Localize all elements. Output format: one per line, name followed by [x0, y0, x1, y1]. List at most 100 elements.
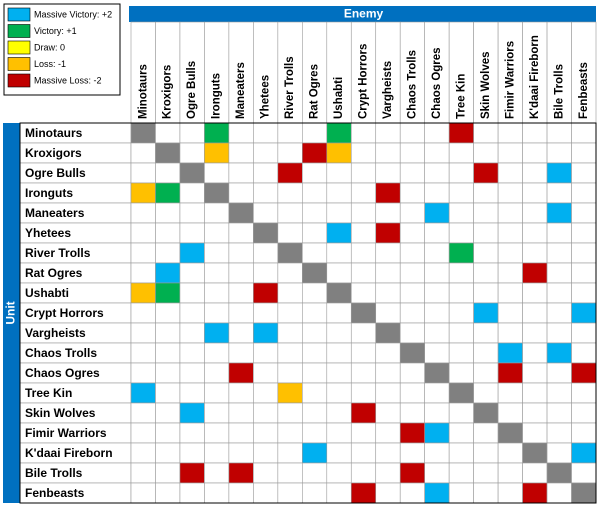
empty-cell: [204, 382, 230, 404]
column-label: Kroxigors: [162, 65, 174, 119]
column-label: Ushabti: [333, 77, 345, 119]
result-cell: [497, 362, 523, 384]
empty-cell: [228, 402, 254, 424]
column-label: Chaos Trolls: [406, 50, 418, 119]
result-cell: [571, 362, 597, 384]
empty-cell: [277, 442, 303, 464]
empty-cell: [399, 302, 425, 324]
empty-cell: [522, 362, 548, 384]
empty-cell: [571, 282, 597, 304]
column-label: Skin Wolves: [480, 51, 492, 119]
result-cell: [424, 202, 450, 224]
result-cell: [522, 262, 548, 284]
row-label: Crypt Horrors: [25, 306, 104, 320]
empty-cell: [155, 462, 181, 484]
empty-cell: [424, 302, 450, 324]
empty-cell: [571, 462, 597, 484]
empty-cell: [424, 182, 450, 204]
empty-cell: [155, 362, 181, 384]
result-cell: [326, 142, 352, 164]
empty-cell: [204, 422, 230, 444]
empty-cell: [155, 122, 181, 144]
empty-cell: [204, 362, 230, 384]
empty-cell: [424, 442, 450, 464]
empty-cell: [522, 182, 548, 204]
empty-cell: [497, 262, 523, 284]
result-cell: [424, 482, 450, 504]
empty-cell: [522, 142, 548, 164]
result-cell: [424, 422, 450, 444]
empty-cell: [448, 142, 474, 164]
empty-cell: [473, 382, 499, 404]
row-label: Yhetees: [25, 226, 71, 240]
empty-cell: [277, 122, 303, 144]
empty-cell: [522, 162, 548, 184]
result-cell: [448, 242, 474, 264]
empty-cell: [448, 202, 474, 224]
self-cell: [253, 222, 279, 244]
empty-cell: [130, 462, 156, 484]
result-cell: [228, 362, 254, 384]
empty-cell: [302, 182, 328, 204]
result-cell: [130, 382, 156, 404]
result-cell: [546, 342, 572, 364]
self-cell: [302, 262, 328, 284]
empty-cell: [571, 262, 597, 284]
result-cell: [571, 442, 597, 464]
empty-cell: [179, 422, 205, 444]
empty-cell: [302, 462, 328, 484]
empty-cell: [424, 142, 450, 164]
empty-cell: [399, 242, 425, 264]
empty-cell: [375, 242, 401, 264]
empty-cell: [424, 122, 450, 144]
empty-cell: [448, 222, 474, 244]
empty-cell: [204, 482, 230, 504]
empty-cell: [375, 202, 401, 224]
result-cell: [130, 182, 156, 204]
empty-cell: [424, 322, 450, 344]
empty-cell: [326, 182, 352, 204]
empty-cell: [155, 382, 181, 404]
empty-cell: [571, 122, 597, 144]
empty-cell: [253, 362, 279, 384]
empty-cell: [473, 322, 499, 344]
empty-cell: [473, 482, 499, 504]
result-cell: [375, 182, 401, 204]
column-label: Maneaters: [235, 62, 247, 119]
row-label: K'daai Fireborn: [25, 446, 113, 460]
empty-cell: [228, 422, 254, 444]
header-cell: [522, 21, 548, 124]
empty-cell: [522, 122, 548, 144]
empty-cell: [155, 302, 181, 324]
empty-cell: [277, 342, 303, 364]
header-cell: [302, 21, 328, 124]
empty-cell: [350, 462, 377, 484]
empty-cell: [350, 202, 377, 224]
row-label: Skin Wolves: [25, 406, 96, 420]
empty-cell: [497, 482, 523, 504]
result-cell: [302, 442, 328, 464]
empty-cell: [546, 242, 572, 264]
result-cell: [253, 282, 279, 304]
empty-cell: [130, 242, 156, 264]
empty-cell: [375, 122, 401, 144]
empty-cell: [522, 202, 548, 224]
empty-cell: [571, 222, 597, 244]
empty-cell: [277, 222, 303, 244]
column-label: Chaos Ogres: [431, 47, 443, 119]
empty-cell: [179, 362, 205, 384]
empty-cell: [522, 382, 548, 404]
row-label: Ogre Bulls: [25, 166, 86, 180]
self-cell: [473, 402, 499, 424]
self-cell: [424, 362, 450, 384]
empty-cell: [155, 482, 181, 504]
empty-cell: [399, 362, 425, 384]
column-label: Tree Kin: [455, 74, 467, 119]
empty-cell: [571, 142, 597, 164]
empty-cell: [497, 122, 523, 144]
empty-cell: [130, 142, 156, 164]
empty-cell: [204, 462, 230, 484]
empty-cell: [375, 482, 401, 504]
empty-cell: [302, 342, 328, 364]
legend-swatch: [7, 24, 31, 38]
